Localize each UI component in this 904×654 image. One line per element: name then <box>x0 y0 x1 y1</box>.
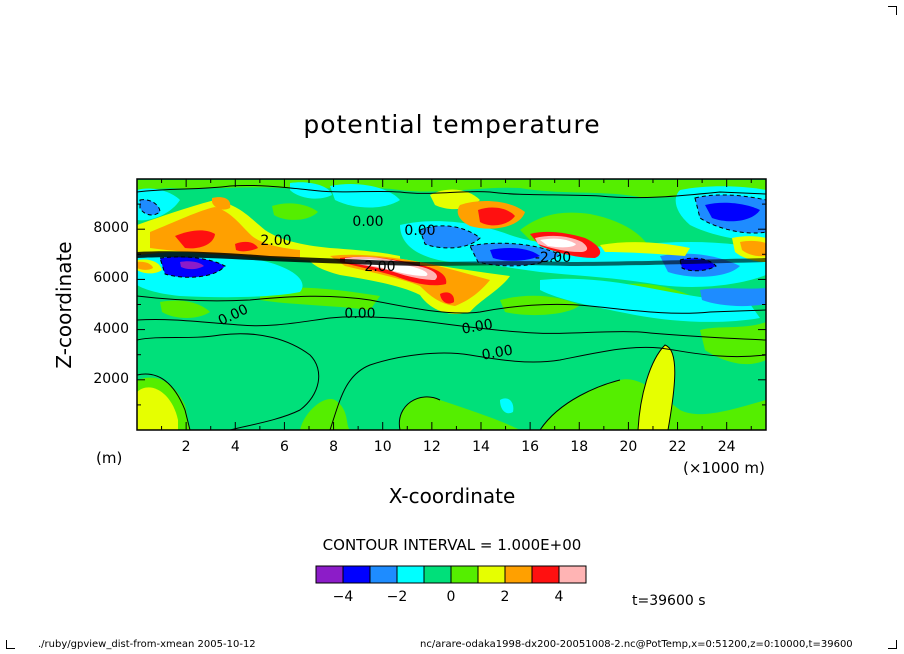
footer-right: nc/arare-odaka1998-dx200-20051008-2.nc@P… <box>420 639 853 650</box>
contour-line <box>398 396 441 430</box>
colorbar-tick-label: 4 <box>554 589 564 605</box>
y-tick-label: 2000 <box>93 370 129 387</box>
x-unit-right: (×1000 m) <box>683 459 765 477</box>
x-axis-label: X-coordinate <box>388 484 516 508</box>
field-region-neg1 <box>700 288 766 307</box>
x-tick-label: 2 <box>181 439 191 455</box>
colorbar-swatch <box>477 565 506 584</box>
y-tick-label: 4000 <box>93 320 129 337</box>
corner-mark-bottom-right <box>888 640 897 649</box>
x-tick-label: 14 <box>472 439 490 455</box>
contour-line-negative <box>159 256 226 278</box>
colorbar-tick-label: −2 <box>386 589 408 605</box>
field-region-pos1 <box>700 322 766 365</box>
field-region-band <box>420 258 766 266</box>
x-tick-label: 22 <box>668 439 687 455</box>
field-region-pos2 <box>638 345 675 430</box>
contour-line-negative <box>139 199 161 216</box>
time-label: t=39600 s <box>632 593 706 609</box>
contour-line <box>137 184 766 199</box>
contour-line <box>329 346 766 430</box>
field-region-pos4 <box>440 292 455 304</box>
field-region-neg3 <box>180 261 204 270</box>
contour-line-negative <box>469 242 561 267</box>
field-region-neg2 <box>420 225 480 248</box>
colorbar-swatch <box>342 565 371 584</box>
field-region-pos4 <box>235 241 258 252</box>
contour-line <box>539 379 621 430</box>
contour-line <box>137 295 766 314</box>
x-tick-label: 4 <box>230 439 240 455</box>
contour-interval-label: CONTOUR INTERVAL = 1.000E+00 <box>322 536 582 554</box>
x-tick-label: 16 <box>521 439 540 455</box>
colorbar <box>315 565 587 584</box>
colorbar-tick-label: 0 <box>446 589 456 605</box>
field-region-neg1 <box>330 183 400 208</box>
field-region-neg1 <box>500 398 514 414</box>
field-region-white <box>540 238 576 248</box>
field-region-pos2 <box>212 197 231 210</box>
x-tick-label: 20 <box>619 439 638 455</box>
field-region-pos1 <box>160 300 210 318</box>
contour-label: 2.00 <box>364 259 395 275</box>
colorbar-swatch <box>423 565 452 584</box>
field-region-pos1 <box>399 396 520 430</box>
colorbar-swatch <box>450 565 479 584</box>
field-region-neg3 <box>705 202 760 222</box>
contour-line <box>137 333 320 430</box>
x-tick-label: 18 <box>570 439 589 455</box>
contour-label: 2.00 <box>260 233 291 249</box>
field-region-pos2 <box>600 242 690 256</box>
x-tick-label: 6 <box>279 439 289 455</box>
field-region-pos1 <box>272 203 318 220</box>
contour-line <box>137 316 766 341</box>
chart-title: potential temperature <box>303 110 601 139</box>
colorbar-swatch <box>369 565 398 584</box>
x-tick-label: 24 <box>717 439 736 455</box>
contour-line <box>137 373 191 430</box>
contour-fill-layer <box>137 179 766 430</box>
field-region-pos1 <box>500 295 580 316</box>
y-tick-label: 6000 <box>93 270 129 287</box>
field-region-pos1 <box>137 387 178 430</box>
colorbar-tick-label: 2 <box>500 589 510 605</box>
colorbar-swatch <box>558 565 587 584</box>
colorbar-tick-label: −4 <box>332 589 354 605</box>
footer-left: ./ruby/gpview_dist-from-xmean 2005-10-12 <box>38 639 256 650</box>
contour-label: 0.00 <box>404 223 435 239</box>
colorbar-swatch <box>504 565 533 584</box>
contour-line-negative <box>419 225 481 249</box>
field-region-neg2 <box>140 199 160 215</box>
colorbar-swatch <box>531 565 560 584</box>
x-tick-label: 10 <box>373 439 392 455</box>
x-unit-left: (m) <box>96 449 123 467</box>
colorbar-swatch <box>315 565 344 584</box>
x-tick-label: 12 <box>422 439 441 455</box>
field-region-band <box>137 251 420 266</box>
contour-line <box>637 344 676 430</box>
contour-label: 0.00 <box>344 306 375 322</box>
contour-label: -2.00 <box>535 250 571 266</box>
colorbar-swatch <box>396 565 425 584</box>
contour-label: 0.00 <box>481 342 514 363</box>
x-tick-label: 8 <box>329 439 339 455</box>
contour-label: 0.00 <box>352 214 383 230</box>
contour-label: 0.00 <box>461 316 494 337</box>
contour-line-negative <box>679 257 717 272</box>
y-axis-label: Z-coordinate <box>52 241 76 369</box>
corner-mark-bottom-left <box>6 640 15 649</box>
y-tick-label: 8000 <box>93 220 129 237</box>
axis-ticks <box>136 178 766 431</box>
field-region-pos3 <box>740 240 766 257</box>
field-region-neg3 <box>490 248 540 261</box>
field-region-pos4 <box>478 207 515 226</box>
field-region-pos3 <box>137 261 153 270</box>
field-region-neg1 <box>540 278 760 322</box>
field-region-pos4 <box>175 230 215 249</box>
corner-mark-top-right <box>888 6 897 15</box>
